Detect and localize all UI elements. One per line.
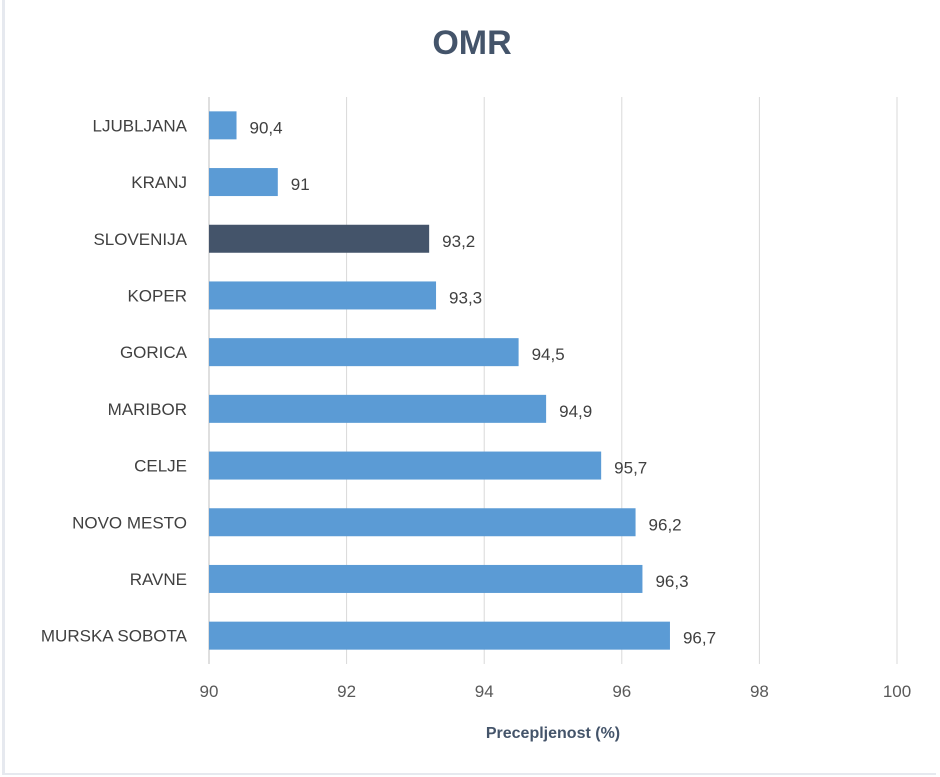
bar [209,394,547,423]
data-label: 96,2 [649,515,682,534]
bar [209,281,437,310]
category-label: MURSKA SOBOTA [41,627,188,646]
data-label: 96,3 [655,572,688,591]
data-label: 96,7 [683,629,716,648]
category-label: GORICA [120,343,188,362]
bar [209,168,278,197]
category-label: SLOVENIJA [93,230,187,249]
x-tick-label: 94 [475,682,494,701]
x-tick-label: 98 [750,682,769,701]
data-label: 90,4 [250,118,283,137]
x-tick-label: 90 [200,682,219,701]
category-label: CELJE [134,457,187,476]
x-tick-label: 96 [612,682,631,701]
bar [209,621,670,650]
x-tick-label: 92 [337,682,356,701]
bar [209,111,237,140]
category-label: MARIBOR [108,400,187,419]
category-label: LJUBLJANA [93,116,188,135]
x-tick-label: 100 [883,682,911,701]
data-label: 94,5 [532,345,565,364]
category-label: KOPER [127,286,187,305]
data-label: 93,3 [449,288,482,307]
bar [209,338,519,367]
bar [209,508,636,537]
category-label: RAVNE [130,570,187,589]
data-label: 91 [291,175,310,194]
category-label: NOVO MESTO [72,513,187,532]
x-axis-label: Precepljenost (%) [486,725,620,742]
data-label: 94,9 [559,402,592,421]
bar [209,224,430,253]
data-label: 95,7 [614,459,647,478]
chart-title: OMR [432,24,511,62]
bar [209,451,602,480]
bar [209,564,643,593]
data-label: 93,2 [442,232,475,251]
category-label: KRANJ [131,173,187,192]
